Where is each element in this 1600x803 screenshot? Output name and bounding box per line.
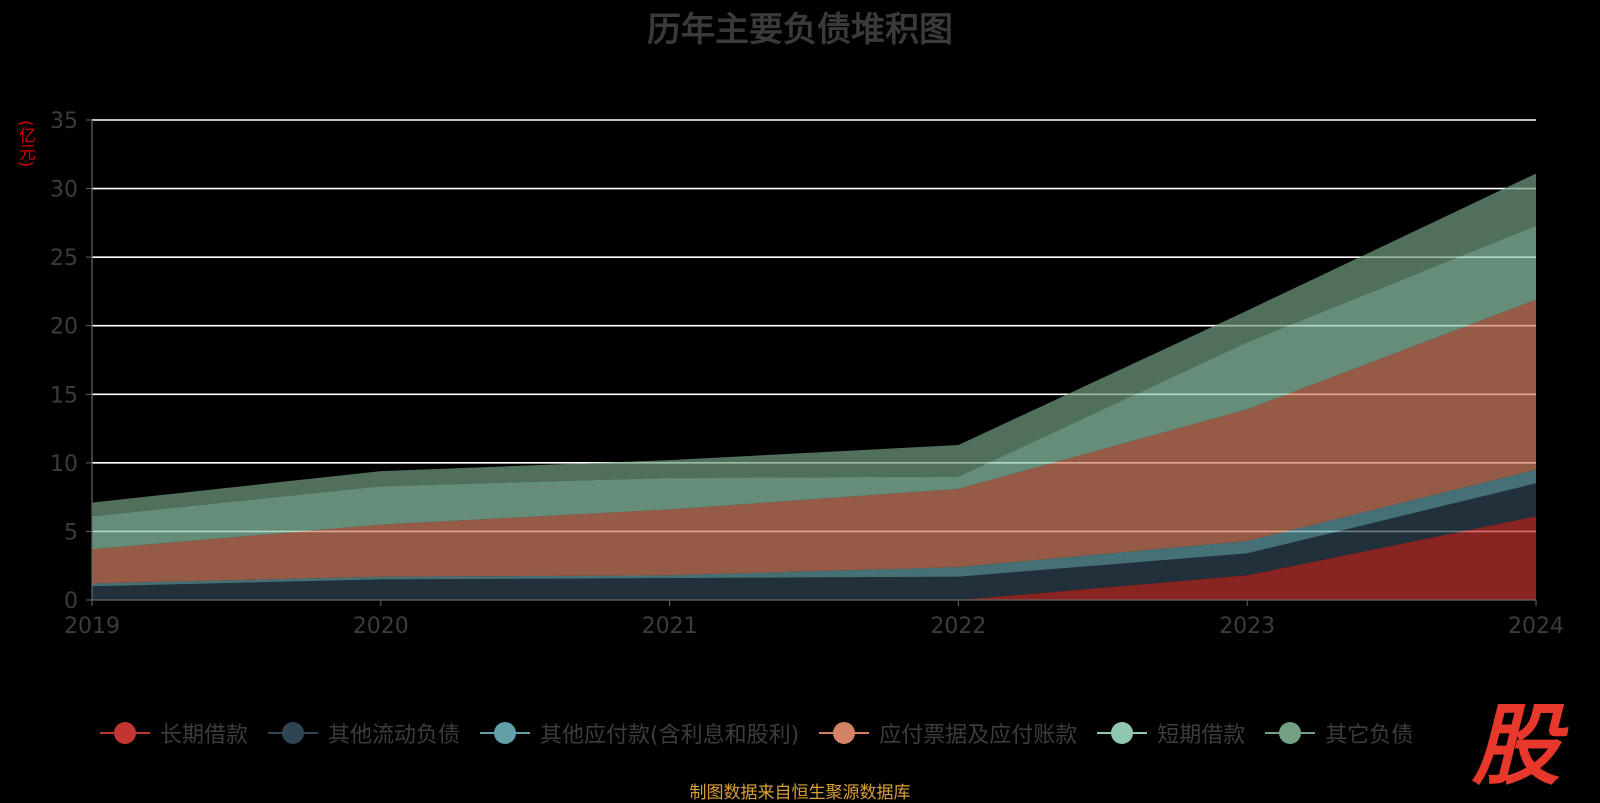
legend-dot [494,722,517,744]
stacked-area-chart: 0 5 10 15 20 25 30 35 2019 2020 2021 2022 2023 2024 [50,109,1564,639]
y-tick-label: 30 [50,178,78,203]
legend-marker-icon [100,718,150,748]
legend-item[interactable]: 其它负债 [1265,717,1413,749]
x-tick-label: 2020 [353,614,409,639]
x-tick-label: 2023 [1219,614,1275,639]
logo-mark: 股 [1472,693,1561,797]
legend-item[interactable]: 应付票据及应付账款 [819,717,1077,749]
x-tick-label: 2024 [1508,614,1564,639]
area-series-1 [92,516,1536,600]
x-tick-label: 2021 [642,614,698,639]
legend-item[interactable]: 其他应付款(含利息和股利) [480,717,799,749]
axes: 0 5 10 15 20 25 30 35 2019 2020 2021 2022 2023 2024 [50,109,1564,639]
legend-marker-icon [480,718,531,748]
legend-marker-icon [268,718,319,748]
area-series [92,173,1536,600]
legend-dot [1111,722,1134,744]
y-tick-label: 20 [50,315,78,340]
legend-label: 短期借款 [1157,723,1246,748]
y-axis-unit-label: (亿元) [15,120,35,168]
legend-item[interactable]: 其他流动负债 [268,717,460,749]
legend-label: 其它负债 [1325,723,1414,748]
y-tick-label: 5 [64,520,78,545]
legend-label: 长期借款 [160,723,249,748]
area-series-4 [92,299,1536,584]
legend-dot [114,722,136,744]
legend-item[interactable]: 短期借款 [1097,717,1245,749]
y-tick-label: 10 [50,452,78,477]
legend-dot [282,722,305,744]
legend-item[interactable]: 长期借款 [100,717,248,749]
x-tick-label: 2019 [64,614,120,639]
legend-marker-icon [1097,718,1148,748]
legend-marker-icon [819,718,870,748]
y-tick-label: 35 [50,109,78,134]
y-tick-label: 25 [50,246,78,271]
y-tick-label: 0 [64,589,78,614]
legend: 长期借款 其他流动负债 其他应付款(含利息和股利) 应付票据及应付账款 短期借款 其它负债 [100,718,1413,748]
area-series-3 [92,469,1536,587]
legend-marker-icon [1265,718,1316,748]
chart-title: 历年主要负债堆积图 [647,10,953,50]
legend-dot [833,722,856,744]
logo: 股 [1472,700,1582,790]
legend-label: 其他流动负债 [328,723,461,748]
data-source-note: 制图数据来自恒生聚源数据库 [689,783,911,803]
y-tick-label: 15 [50,383,78,408]
legend-label: 其他应付款(含利息和股利) [540,723,800,748]
area-series-5 [92,225,1536,550]
legend-label: 应付票据及应付账款 [879,723,1078,748]
legend-dot [1279,722,1302,744]
x-tick-label: 2022 [930,614,986,639]
area-series-2 [92,483,1536,600]
